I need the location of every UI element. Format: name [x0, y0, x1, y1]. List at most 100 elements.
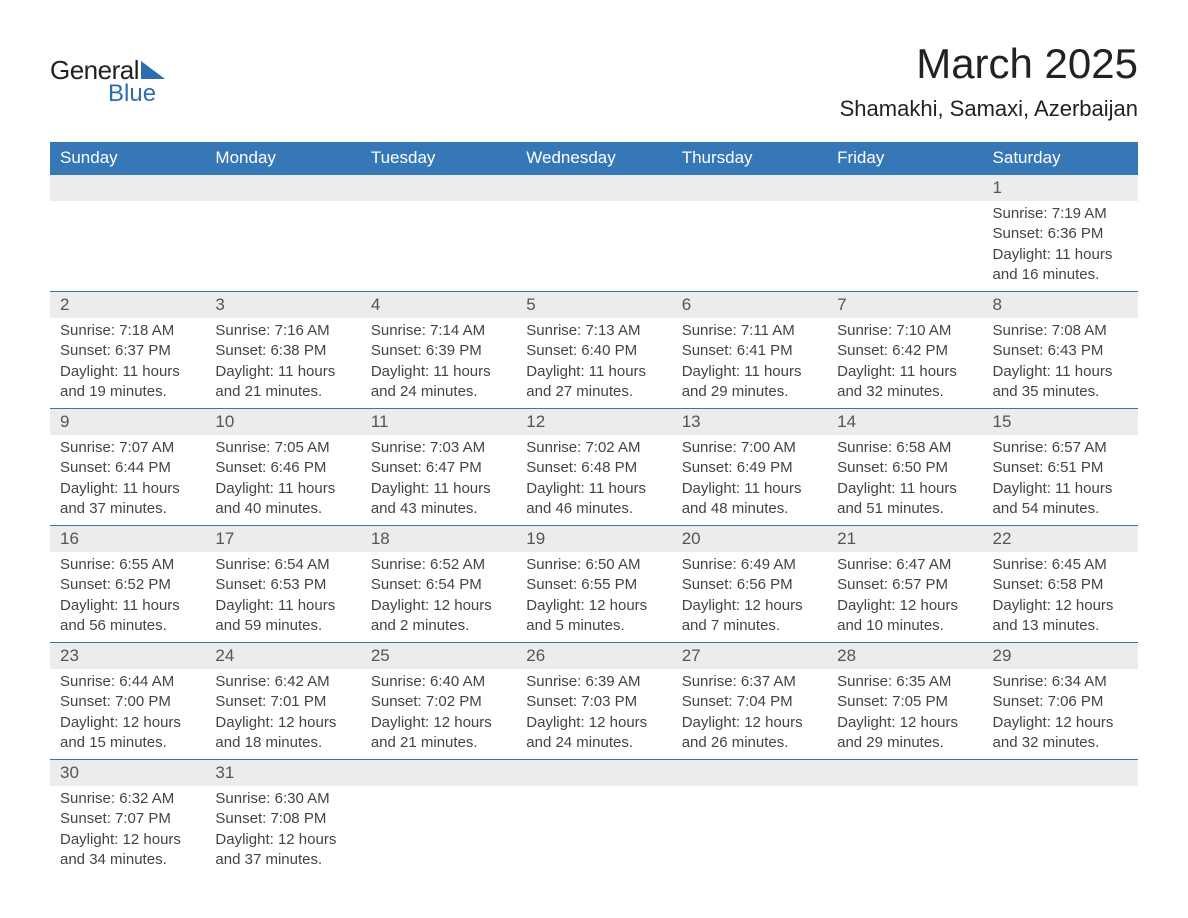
- sunrise-line: Sunrise: 6:32 AM: [60, 789, 195, 809]
- empty-daynum-cell: [205, 175, 360, 202]
- day-number-cell: 19: [516, 526, 671, 553]
- day-number: 31: [205, 760, 360, 786]
- empty-daynum-cell: [361, 760, 516, 787]
- empty-data-cell: [361, 786, 516, 876]
- daylight-line: Daylight: 12 hours and 13 minutes.: [993, 596, 1128, 637]
- empty-daynum-cell: [361, 175, 516, 202]
- day-number: 30: [50, 760, 205, 786]
- day-number: 19: [516, 526, 671, 552]
- day-data-cell: Sunrise: 6:58 AMSunset: 6:50 PMDaylight:…: [827, 435, 982, 526]
- sunset-line: Sunset: 6:42 PM: [837, 341, 972, 361]
- day-number: 7: [827, 292, 982, 318]
- daylight-line: Daylight: 12 hours and 34 minutes.: [60, 830, 195, 871]
- day-number: 3: [205, 292, 360, 318]
- week-data-row: Sunrise: 6:55 AMSunset: 6:52 PMDaylight:…: [50, 552, 1138, 643]
- sunset-line: Sunset: 6:58 PM: [993, 575, 1128, 595]
- day-number: 18: [361, 526, 516, 552]
- day-number: 12: [516, 409, 671, 435]
- day-data-cell: Sunrise: 6:40 AMSunset: 7:02 PMDaylight:…: [361, 669, 516, 760]
- logo-triangle-icon: [141, 61, 165, 79]
- day-number-cell: 9: [50, 409, 205, 436]
- sunset-line: Sunset: 6:56 PM: [682, 575, 817, 595]
- empty-daynum-cell: [827, 760, 982, 787]
- day-data: Sunrise: 7:03 AMSunset: 6:47 PMDaylight:…: [361, 435, 516, 525]
- daylight-line: Daylight: 12 hours and 24 minutes.: [526, 713, 661, 754]
- day-number: 24: [205, 643, 360, 669]
- sunset-line: Sunset: 6:48 PM: [526, 458, 661, 478]
- sunset-line: Sunset: 6:49 PM: [682, 458, 817, 478]
- day-data-cell: Sunrise: 6:44 AMSunset: 7:00 PMDaylight:…: [50, 669, 205, 760]
- day-number-cell: 3: [205, 292, 360, 319]
- day-number: 5: [516, 292, 671, 318]
- sunrise-line: Sunrise: 6:54 AM: [215, 555, 350, 575]
- day-number-cell: 28: [827, 643, 982, 670]
- empty-data-cell: [205, 201, 360, 292]
- logo: General Blue: [50, 55, 165, 108]
- day-number-cell: 10: [205, 409, 360, 436]
- daylight-line: Daylight: 12 hours and 7 minutes.: [682, 596, 817, 637]
- day-data-cell: Sunrise: 6:32 AMSunset: 7:07 PMDaylight:…: [50, 786, 205, 876]
- sunrise-line: Sunrise: 7:07 AM: [60, 438, 195, 458]
- day-number-cell: 24: [205, 643, 360, 670]
- day-data: Sunrise: 6:45 AMSunset: 6:58 PMDaylight:…: [983, 552, 1138, 642]
- day-data: Sunrise: 6:55 AMSunset: 6:52 PMDaylight:…: [50, 552, 205, 642]
- sunset-line: Sunset: 7:06 PM: [993, 692, 1128, 712]
- day-number: 15: [983, 409, 1138, 435]
- day-data-cell: Sunrise: 7:03 AMSunset: 6:47 PMDaylight:…: [361, 435, 516, 526]
- day-data-cell: Sunrise: 7:14 AMSunset: 6:39 PMDaylight:…: [361, 318, 516, 409]
- sunrise-line: Sunrise: 7:19 AM: [993, 204, 1128, 224]
- week-daynum-row: 3031: [50, 760, 1138, 787]
- sunset-line: Sunset: 6:38 PM: [215, 341, 350, 361]
- empty-daynum-cell: [827, 175, 982, 202]
- day-data: Sunrise: 6:47 AMSunset: 6:57 PMDaylight:…: [827, 552, 982, 642]
- day-number: 20: [672, 526, 827, 552]
- day-number: 26: [516, 643, 671, 669]
- day-data: Sunrise: 7:16 AMSunset: 6:38 PMDaylight:…: [205, 318, 360, 408]
- day-data-cell: Sunrise: 6:37 AMSunset: 7:04 PMDaylight:…: [672, 669, 827, 760]
- day-header: Monday: [205, 142, 360, 175]
- day-data: Sunrise: 6:49 AMSunset: 6:56 PMDaylight:…: [672, 552, 827, 642]
- sunset-line: Sunset: 6:36 PM: [993, 224, 1128, 244]
- day-data-cell: Sunrise: 6:47 AMSunset: 6:57 PMDaylight:…: [827, 552, 982, 643]
- day-header: Wednesday: [516, 142, 671, 175]
- sunset-line: Sunset: 7:03 PM: [526, 692, 661, 712]
- day-number: 16: [50, 526, 205, 552]
- day-number-cell: 17: [205, 526, 360, 553]
- sunset-line: Sunset: 6:39 PM: [371, 341, 506, 361]
- week-daynum-row: 9101112131415: [50, 409, 1138, 436]
- daylight-line: Daylight: 12 hours and 15 minutes.: [60, 713, 195, 754]
- week-daynum-row: 2345678: [50, 292, 1138, 319]
- day-data: Sunrise: 6:57 AMSunset: 6:51 PMDaylight:…: [983, 435, 1138, 525]
- day-data-cell: Sunrise: 7:13 AMSunset: 6:40 PMDaylight:…: [516, 318, 671, 409]
- day-number: 22: [983, 526, 1138, 552]
- day-data-cell: Sunrise: 7:02 AMSunset: 6:48 PMDaylight:…: [516, 435, 671, 526]
- day-number-cell: 14: [827, 409, 982, 436]
- sunrise-line: Sunrise: 6:50 AM: [526, 555, 661, 575]
- day-data-cell: Sunrise: 7:16 AMSunset: 6:38 PMDaylight:…: [205, 318, 360, 409]
- sunset-line: Sunset: 7:04 PM: [682, 692, 817, 712]
- day-number: 2: [50, 292, 205, 318]
- daylight-line: Daylight: 11 hours and 59 minutes.: [215, 596, 350, 637]
- sunrise-line: Sunrise: 7:16 AM: [215, 321, 350, 341]
- daylight-line: Daylight: 11 hours and 54 minutes.: [993, 479, 1128, 520]
- day-header: Saturday: [983, 142, 1138, 175]
- day-number: 8: [983, 292, 1138, 318]
- daylight-line: Daylight: 11 hours and 51 minutes.: [837, 479, 972, 520]
- sunset-line: Sunset: 7:01 PM: [215, 692, 350, 712]
- day-header: Tuesday: [361, 142, 516, 175]
- day-data: Sunrise: 6:44 AMSunset: 7:00 PMDaylight:…: [50, 669, 205, 759]
- sunrise-line: Sunrise: 6:42 AM: [215, 672, 350, 692]
- day-data: Sunrise: 7:08 AMSunset: 6:43 PMDaylight:…: [983, 318, 1138, 408]
- day-number-cell: 12: [516, 409, 671, 436]
- day-data-cell: Sunrise: 7:05 AMSunset: 6:46 PMDaylight:…: [205, 435, 360, 526]
- sunrise-line: Sunrise: 7:14 AM: [371, 321, 506, 341]
- day-data-cell: Sunrise: 6:57 AMSunset: 6:51 PMDaylight:…: [983, 435, 1138, 526]
- daylight-line: Daylight: 12 hours and 29 minutes.: [837, 713, 972, 754]
- day-number-cell: 11: [361, 409, 516, 436]
- day-data-cell: Sunrise: 6:45 AMSunset: 6:58 PMDaylight:…: [983, 552, 1138, 643]
- day-number: 9: [50, 409, 205, 435]
- daylight-line: Daylight: 12 hours and 5 minutes.: [526, 596, 661, 637]
- day-number: 21: [827, 526, 982, 552]
- day-header: Sunday: [50, 142, 205, 175]
- daylight-line: Daylight: 11 hours and 56 minutes.: [60, 596, 195, 637]
